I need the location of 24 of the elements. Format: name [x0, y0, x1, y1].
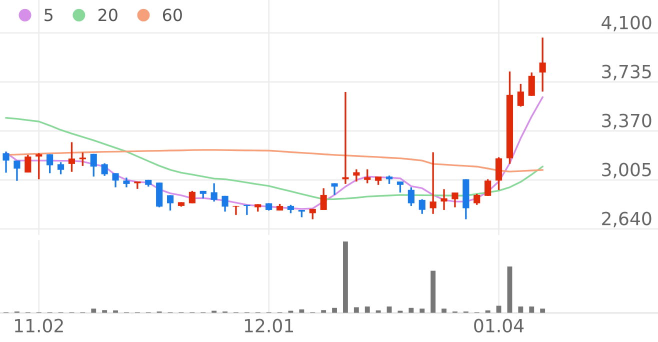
y-tick-label: 3,370 [602, 114, 652, 130]
bar [540, 308, 546, 313]
bar [442, 308, 446, 313]
legend-label: 20 [98, 8, 118, 22]
bar [518, 306, 524, 313]
x-tick-label: 11.02 [15, 318, 63, 332]
x-tick-label: 12.01 [244, 318, 293, 332]
bar [354, 307, 359, 313]
bar [507, 266, 512, 313]
bar [364, 306, 370, 313]
bar [420, 308, 425, 313]
legend-label: 60 [162, 8, 182, 22]
y-tick-label: 4,100 [602, 16, 652, 32]
y-tick-label: 3,735 [602, 64, 651, 80]
bar [332, 308, 337, 313]
bar [343, 242, 348, 313]
x-tick-label: 01.04 [474, 318, 524, 332]
y-tick-label: 3,005 [602, 162, 651, 178]
bar [408, 308, 414, 313]
bar [430, 270, 436, 313]
legend-label: 5 [44, 8, 52, 22]
y-tick-label: 2,640 [602, 212, 652, 228]
bar [529, 306, 534, 313]
bar [91, 308, 96, 313]
